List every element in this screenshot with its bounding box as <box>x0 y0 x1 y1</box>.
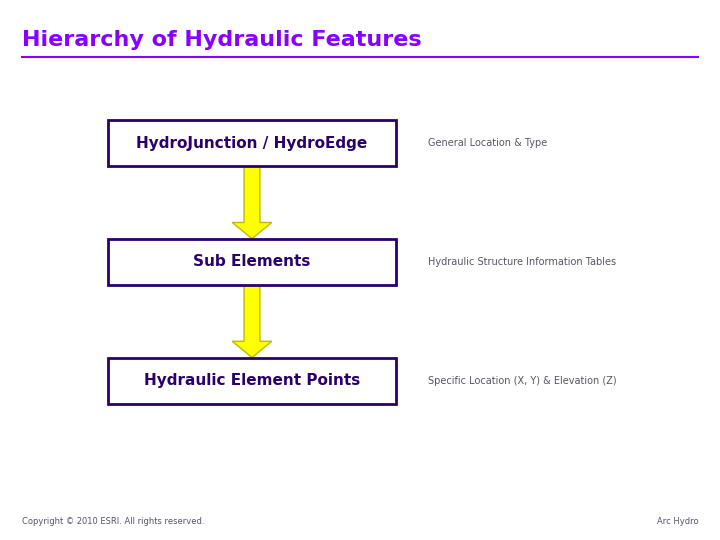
Text: HydroJunction / HydroEdge: HydroJunction / HydroEdge <box>136 136 368 151</box>
Text: Copyright © 2010 ESRI. All rights reserved.: Copyright © 2010 ESRI. All rights reserv… <box>22 517 204 526</box>
FancyArrow shape <box>232 285 272 357</box>
Text: Hydraulic Element Points: Hydraulic Element Points <box>144 373 360 388</box>
Text: Hierarchy of Hydraulic Features: Hierarchy of Hydraulic Features <box>22 30 421 50</box>
Text: Arc Hydro: Arc Hydro <box>657 517 698 526</box>
FancyArrow shape <box>232 166 272 239</box>
FancyBboxPatch shape <box>108 357 396 404</box>
Text: Specific Location (X, Y) & Elevation (Z): Specific Location (X, Y) & Elevation (Z) <box>428 376 617 386</box>
FancyBboxPatch shape <box>108 239 396 285</box>
FancyBboxPatch shape <box>108 120 396 166</box>
Text: Sub Elements: Sub Elements <box>193 254 311 269</box>
Text: General Location & Type: General Location & Type <box>428 138 548 148</box>
Text: Hydraulic Structure Information Tables: Hydraulic Structure Information Tables <box>428 257 616 267</box>
